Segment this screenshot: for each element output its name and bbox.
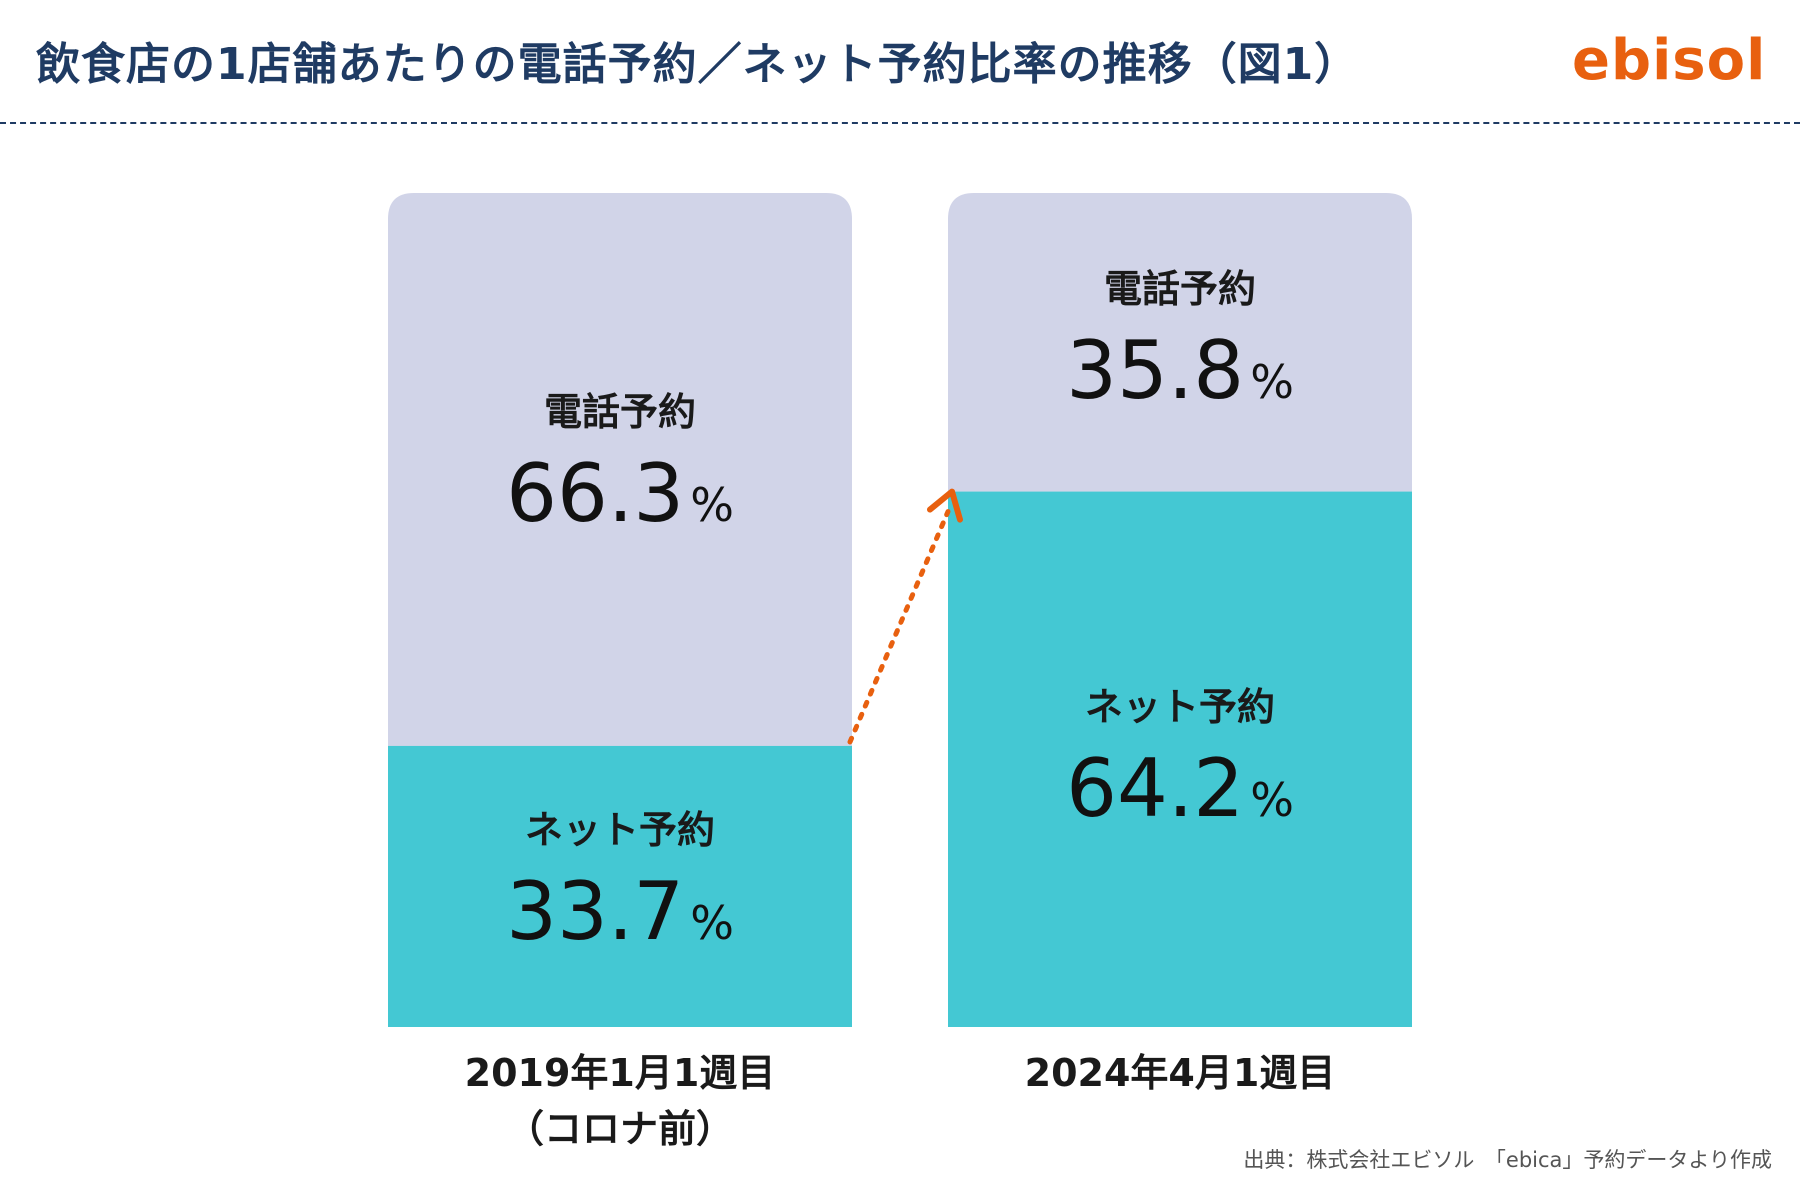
phone-2019-value-label: 66.3% [506, 447, 734, 540]
category-label-2024: 2024年4月1週目 [948, 1045, 1412, 1101]
bar-phone-2019 [388, 193, 852, 746]
bar-phone-2024 [948, 193, 1412, 492]
net-2019-value-label: 33.7% [506, 865, 734, 958]
header-divider [0, 122, 1800, 124]
trend-arrow-head [927, 488, 963, 523]
source-note: 出典：株式会社エビソル 「ebica」予約データより作成 [1243, 1148, 1772, 1172]
phone-2019-label-group: 電話予約 66.3% [506, 390, 734, 540]
category-label-2019-line2: （コロナ前） [505, 1107, 734, 1151]
phone-2019-series-label: 電話予約 [544, 390, 696, 434]
net-2024-label-group: ネット予約 64.2% [1066, 685, 1294, 835]
net-2024-value-label: 64.2% [1066, 742, 1294, 835]
category-label-2019-line1: 2019年1月1週目 [464, 1051, 776, 1095]
bar-net-2024 [948, 491, 1412, 1027]
net-2024-series-label: ネット予約 [1085, 685, 1275, 729]
category-label-2019: 2019年1月1週目 （コロナ前） [388, 1045, 852, 1157]
net-2019-label-group: ネット予約 33.7% [506, 808, 734, 958]
phone-2024-label-group: 電話予約 35.8% [1066, 267, 1294, 417]
phone-2024-series-label: 電話予約 [1104, 267, 1256, 311]
phone-2024-value-label: 35.8% [1066, 324, 1294, 417]
page-title: 飲食店の1店舗あたりの電話予約／ネット予約比率の推移（図1） [36, 39, 1360, 90]
ebisol-logo: ebisol [1572, 28, 1767, 93]
category-label-2024-line1: 2024年4月1週目 [1024, 1051, 1336, 1095]
bar-net-2019 [388, 745, 852, 1027]
net-2019-series-label: ネット予約 [525, 808, 715, 852]
trend-arrow-line [847, 509, 951, 745]
